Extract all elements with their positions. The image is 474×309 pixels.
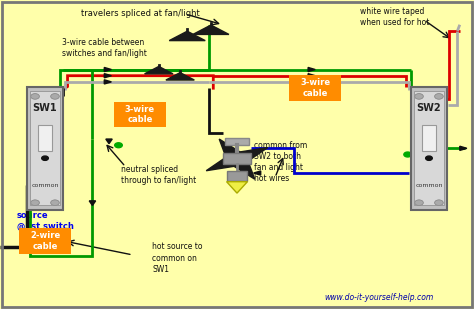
Polygon shape <box>145 66 173 74</box>
Circle shape <box>404 152 411 157</box>
Text: SW1: SW1 <box>33 103 57 112</box>
Text: SW2: SW2 <box>417 103 441 112</box>
Circle shape <box>115 143 122 148</box>
Polygon shape <box>254 171 261 175</box>
Polygon shape <box>206 153 242 171</box>
Circle shape <box>42 156 48 160</box>
Polygon shape <box>308 80 315 84</box>
Polygon shape <box>104 74 111 78</box>
Text: common: common <box>31 183 59 188</box>
FancyBboxPatch shape <box>422 125 436 151</box>
Text: travelers spliced at fan/light: travelers spliced at fan/light <box>81 9 200 19</box>
Text: hot source to
common on
SW1: hot source to common on SW1 <box>153 243 203 273</box>
FancyBboxPatch shape <box>227 171 247 181</box>
Text: common: common <box>415 183 443 188</box>
Polygon shape <box>308 74 315 78</box>
FancyBboxPatch shape <box>114 102 166 127</box>
Polygon shape <box>169 31 205 40</box>
FancyBboxPatch shape <box>225 138 249 145</box>
Polygon shape <box>228 156 255 179</box>
FancyBboxPatch shape <box>223 153 251 164</box>
Text: 2-wire
cable: 2-wire cable <box>30 231 60 251</box>
FancyBboxPatch shape <box>27 87 63 210</box>
Circle shape <box>435 94 443 99</box>
Polygon shape <box>308 67 315 72</box>
Circle shape <box>51 200 59 205</box>
Circle shape <box>415 200 423 205</box>
Polygon shape <box>104 80 111 84</box>
Circle shape <box>31 200 39 205</box>
Text: 3-wire cable between
switches and fan/light: 3-wire cable between switches and fan/li… <box>62 38 146 58</box>
Polygon shape <box>227 182 247 193</box>
FancyBboxPatch shape <box>411 87 447 210</box>
Polygon shape <box>106 139 112 144</box>
Circle shape <box>51 94 59 99</box>
FancyBboxPatch shape <box>30 91 60 205</box>
FancyBboxPatch shape <box>289 75 341 101</box>
Circle shape <box>31 94 39 99</box>
Text: source
@1st switch: source @1st switch <box>17 211 73 231</box>
Circle shape <box>426 156 432 160</box>
Text: common from
SW2 to both
fan and light
hot wires: common from SW2 to both fan and light ho… <box>254 141 307 183</box>
Polygon shape <box>232 148 268 165</box>
Polygon shape <box>460 146 467 150</box>
Circle shape <box>415 94 423 99</box>
Polygon shape <box>89 201 96 205</box>
Text: white wire taped
when used for hot: white wire taped when used for hot <box>360 7 429 27</box>
Polygon shape <box>166 73 194 80</box>
Text: 3-wire
cable: 3-wire cable <box>125 105 155 124</box>
FancyBboxPatch shape <box>38 125 52 151</box>
Text: neutral spliced
through to fan/light: neutral spliced through to fan/light <box>121 164 196 185</box>
Polygon shape <box>104 67 111 72</box>
Text: www.do-it-yourself-help.com: www.do-it-yourself-help.com <box>325 293 434 302</box>
Polygon shape <box>193 25 229 34</box>
Text: 3-wire
cable: 3-wire cable <box>300 78 330 98</box>
Circle shape <box>435 200 443 205</box>
FancyBboxPatch shape <box>414 91 444 205</box>
Polygon shape <box>219 139 246 163</box>
FancyBboxPatch shape <box>19 228 71 254</box>
